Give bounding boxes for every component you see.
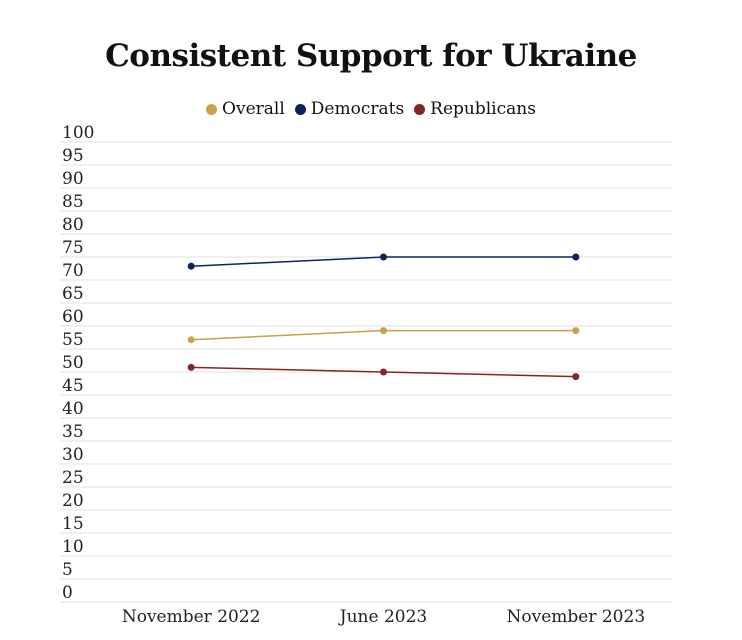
y-tick-label: 85 bbox=[62, 192, 84, 212]
legend-marker bbox=[294, 103, 306, 115]
data-point-overall bbox=[380, 327, 387, 335]
y-tick-label: 75 bbox=[62, 238, 84, 258]
y-tick-label: 90 bbox=[62, 169, 84, 189]
legend-item-overall[interactable]: Overall bbox=[206, 99, 285, 119]
y-tick-label: 15 bbox=[62, 514, 84, 534]
legend-marker bbox=[414, 103, 426, 115]
y-tick-label: 70 bbox=[62, 261, 84, 281]
x-tick-label: November 2023 bbox=[507, 607, 646, 627]
y-tick-label: 30 bbox=[62, 445, 84, 465]
y-tick-label: 25 bbox=[62, 468, 84, 488]
y-tick-label: 95 bbox=[62, 146, 84, 166]
legend-marker bbox=[206, 103, 218, 115]
y-tick-label: 0 bbox=[62, 583, 73, 603]
data-point-republicans bbox=[380, 368, 387, 376]
x-tick-label: June 2023 bbox=[338, 607, 427, 627]
data-point-overall bbox=[187, 336, 195, 344]
y-tick-label: 60 bbox=[62, 307, 84, 327]
y-tick-label: 20 bbox=[62, 491, 84, 511]
chart-title: Consistent Support for Ukraine bbox=[105, 38, 637, 74]
data-point-overall bbox=[572, 327, 580, 335]
y-tick-label: 10 bbox=[62, 537, 84, 557]
y-tick-label: 50 bbox=[62, 353, 84, 373]
y-tick-label: 55 bbox=[62, 330, 84, 350]
x-tick-label: November 2022 bbox=[122, 607, 261, 627]
legend-label: Overall bbox=[222, 99, 285, 119]
data-point-democrats bbox=[187, 262, 195, 270]
legend-item-republicans[interactable]: Republicans bbox=[414, 99, 536, 119]
y-tick-label: 80 bbox=[62, 215, 84, 235]
legend-label: Democrats bbox=[310, 99, 405, 119]
y-tick-label: 40 bbox=[62, 399, 84, 419]
y-tick-label: 5 bbox=[62, 560, 73, 580]
data-point-republicans bbox=[187, 363, 195, 371]
data-point-democrats bbox=[572, 253, 580, 261]
legend-label: Republicans bbox=[430, 99, 536, 119]
data-point-democrats bbox=[380, 253, 387, 261]
legend-item-democrats[interactable]: Democrats bbox=[294, 99, 405, 119]
y-tick-label: 65 bbox=[62, 284, 84, 304]
y-tick-label: 100 bbox=[62, 123, 94, 143]
y-tick-label: 45 bbox=[62, 376, 84, 396]
legend: Overall Democrats Republicans bbox=[0, 99, 742, 119]
data-point-republicans bbox=[572, 373, 580, 381]
y-tick-label: 35 bbox=[62, 422, 84, 442]
